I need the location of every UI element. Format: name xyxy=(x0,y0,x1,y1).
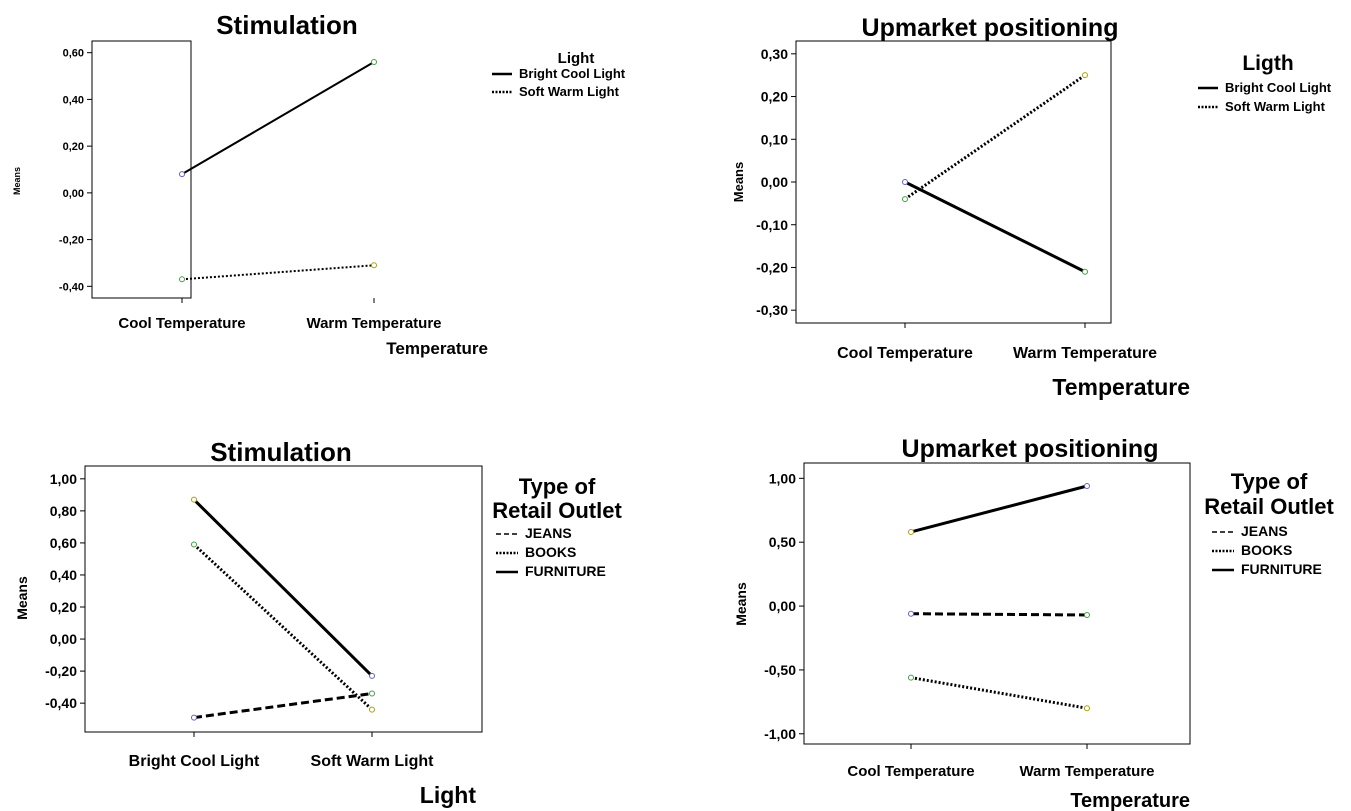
data-point xyxy=(1082,72,1088,79)
y-tick-label: -0,50 xyxy=(764,662,796,678)
x-axis-label: Light xyxy=(420,782,477,808)
y-tick-label: 0,00 xyxy=(50,631,77,647)
legend-entry: FURNITURE xyxy=(1241,561,1322,577)
series-line-3 xyxy=(910,484,1088,534)
series-line-2 xyxy=(181,264,375,281)
y-tick-label: 0,60 xyxy=(50,535,77,551)
data-point xyxy=(191,496,197,503)
x-category-label: Cool Temperature xyxy=(118,315,245,332)
legend-title: Ligth xyxy=(1242,52,1293,75)
chart-title: Stimulation xyxy=(216,10,358,40)
legend-entry: JEANS xyxy=(525,525,572,541)
plot-frame xyxy=(84,465,483,733)
y-axis-label: Means xyxy=(12,167,22,195)
legend-entry: BOOKS xyxy=(1241,542,1292,558)
x-axis-label: Temperature xyxy=(1052,374,1190,400)
y-tick-label: 0,00 xyxy=(63,188,84,200)
legend-entry: Soft Warm Light xyxy=(519,84,620,99)
data-point xyxy=(191,541,197,548)
x-category-label: Warm Temperature xyxy=(306,315,441,332)
plot-frame xyxy=(795,40,1112,324)
y-tick-label: 0,20 xyxy=(50,599,77,615)
chart-title: Upmarket positioning xyxy=(902,435,1159,463)
series-line-1 xyxy=(904,180,1086,274)
y-tick-label: -0,40 xyxy=(45,695,77,711)
data-point xyxy=(908,674,914,681)
x-axis-label: Temperature xyxy=(386,339,488,358)
series-line-1 xyxy=(181,61,375,176)
y-tick-label: -0,20 xyxy=(59,235,84,247)
series-line-1 xyxy=(910,612,1088,617)
series-line-1 xyxy=(193,692,373,720)
x-category-label: Soft Warm Light xyxy=(311,753,435,770)
y-tick-label: 1,00 xyxy=(769,470,796,486)
data-point xyxy=(369,672,375,679)
series-line-2 xyxy=(192,543,374,711)
data-point xyxy=(191,714,197,721)
y-axis-label: Means xyxy=(731,162,746,202)
y-tick-label: 0,00 xyxy=(761,174,788,190)
y-tick-label: -0,40 xyxy=(59,281,84,293)
legend-entry: Bright Cool Light xyxy=(519,66,626,81)
legend-title: Type of Retail Outlet xyxy=(492,474,622,523)
data-point xyxy=(902,179,908,185)
data-point xyxy=(908,610,914,617)
x-category-label: Warm Temperature xyxy=(1019,763,1154,780)
x-category-label: Bright Cool Light xyxy=(129,753,260,770)
plot-frame xyxy=(91,40,192,299)
y-tick-label: -1,00 xyxy=(764,726,796,742)
y-axis-label: Means xyxy=(733,582,749,626)
series-line-3 xyxy=(192,498,374,677)
y-tick-label: 1,00 xyxy=(50,471,77,487)
legend-entry: JEANS xyxy=(1241,523,1288,539)
plot-frame xyxy=(803,462,1191,745)
chart-1: Stimulation 0,60 0,40 0,20 0,00 -0,20 -0,40 Coo… xyxy=(12,10,626,358)
data-point xyxy=(179,171,185,178)
y-tick-label: -0,20 xyxy=(756,259,788,275)
x-category-label: Cool Temperature xyxy=(847,763,974,780)
data-point xyxy=(1084,482,1090,489)
data-point xyxy=(371,59,377,66)
y-axis-label: Means xyxy=(14,576,30,620)
y-tick-label: 0,20 xyxy=(63,141,84,153)
legend-title: Light xyxy=(558,50,595,67)
y-tick-label: 0,30 xyxy=(761,46,788,62)
y-tick-label: 0,40 xyxy=(63,94,84,106)
chart-2: Upmarket positioning 0,30 0,20 0,10 0,00 -0,1… xyxy=(731,14,1332,400)
data-point xyxy=(908,528,914,535)
series-line-2 xyxy=(904,73,1086,201)
chart-4: Upmarket positioning 1,00 0,50 0,00 -0,50 -1,… xyxy=(733,435,1334,811)
chart-title: Stimulation xyxy=(210,437,352,467)
chart-3: Stimulation 1,00 0,80 0,60 0,40 0,20 0,00 -0,20… xyxy=(14,437,622,808)
y-tick-label: 0,10 xyxy=(761,131,788,147)
data-point xyxy=(1082,268,1088,275)
y-tick-label: 0,00 xyxy=(769,598,796,614)
data-point xyxy=(1084,611,1090,618)
chart-title: Upmarket positioning xyxy=(862,14,1119,42)
data-point xyxy=(369,706,375,713)
legend-entry: FURNITURE xyxy=(525,563,606,579)
legend-title: Type of Retail Outlet xyxy=(1204,469,1334,519)
y-tick-label: 0,20 xyxy=(761,89,788,105)
x-axis-label: Temperature xyxy=(1070,790,1190,811)
data-point xyxy=(369,690,375,697)
y-tick-label: -0,20 xyxy=(45,663,77,679)
y-tick-label: 0,80 xyxy=(50,503,77,519)
y-tick-label: 0,40 xyxy=(50,567,77,583)
y-tick-label: 0,60 xyxy=(63,48,84,60)
legend-entry: Soft Warm Light xyxy=(1225,99,1326,114)
legend-entry: Bright Cool Light xyxy=(1225,80,1332,95)
y-tick-label: -0,30 xyxy=(756,302,788,318)
x-category-label: Warm Temperature xyxy=(1013,345,1157,362)
data-point xyxy=(1084,705,1090,712)
data-point xyxy=(902,196,908,203)
data-point xyxy=(179,276,185,283)
x-category-label: Cool Temperature xyxy=(837,345,973,362)
legend-entry: BOOKS xyxy=(525,544,576,560)
series-line-2 xyxy=(910,676,1088,710)
y-tick-label: -0,10 xyxy=(756,217,788,233)
data-point xyxy=(371,262,377,269)
y-tick-label: 0,50 xyxy=(769,534,796,550)
